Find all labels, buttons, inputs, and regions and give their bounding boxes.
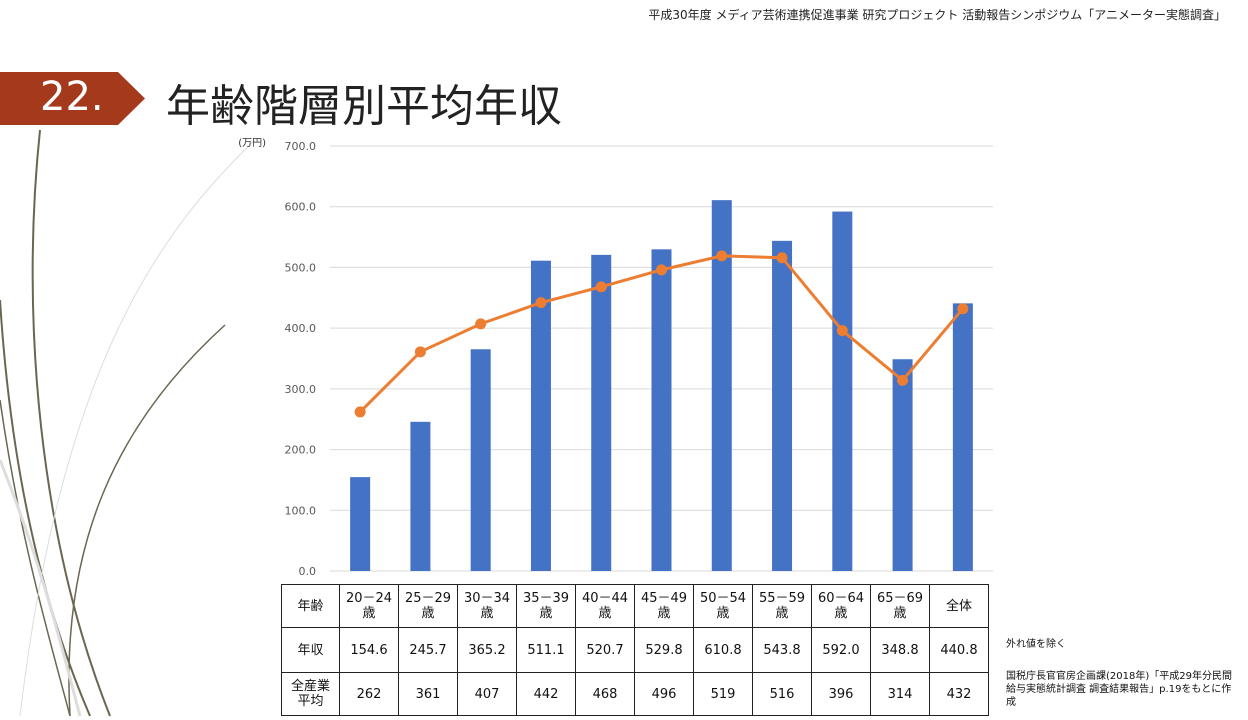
age-label: 65－69: [876, 591, 924, 606]
bar: [832, 211, 853, 572]
industry_avg-cell: 496: [634, 672, 694, 716]
age-header: 55－59 歳: [752, 584, 812, 628]
age-header: 20－24 歳: [339, 584, 399, 628]
age-label: 20－24: [345, 591, 393, 606]
age-header: 40－44 歳: [575, 584, 635, 628]
income-cell: 610.8: [693, 627, 753, 673]
income-cell: 154.6: [339, 627, 399, 673]
line-point: [656, 264, 667, 276]
bar: [772, 240, 793, 572]
line-point: [354, 406, 366, 418]
bar: [470, 349, 491, 571]
decorative-lines: [0, 129, 256, 717]
age-label: 歳: [716, 606, 730, 621]
age-header: 30－34 歳: [457, 584, 517, 628]
age-label: 歳: [480, 606, 494, 621]
line-point: [414, 346, 426, 358]
income-cell: 520.7: [575, 627, 635, 673]
row-header-age: 年齢: [281, 584, 340, 628]
age-label: 歳: [893, 606, 907, 621]
line-point: [836, 325, 848, 337]
age-header: 25－29 歳: [398, 584, 458, 628]
bar: [410, 421, 431, 571]
income-cell: 440.8: [929, 627, 989, 673]
age-label: 35－39: [522, 591, 570, 606]
age-label: 歳: [834, 606, 848, 621]
line-point: [776, 252, 788, 264]
bar: [530, 260, 551, 571]
age-label: 全体: [945, 598, 972, 614]
industry_avg-cell: 516: [752, 672, 812, 716]
y-tick-label: 200.0: [285, 444, 317, 457]
y-axis-unit: (万円): [238, 138, 266, 149]
income-cell: 365.2: [457, 627, 517, 673]
bar: [651, 249, 672, 572]
income-cell: 543.8: [752, 627, 812, 673]
age-label: 45－49: [640, 591, 688, 606]
industry_avg-cell: 442: [516, 672, 576, 716]
line-point: [535, 297, 547, 309]
y-tick-label: 700.0: [285, 140, 317, 153]
age-header: 50－54 歳: [693, 584, 753, 628]
age-header: 全体: [929, 584, 989, 628]
source-note: 国税庁長官官房企画課(2018年)「平成29年分民間給与実態統計調査 調査結果報…: [1006, 671, 1232, 708]
age-label: 歳: [598, 606, 612, 621]
y-tick-label: 400.0: [285, 322, 317, 335]
data-table: 年齢 20－24 歳 25－29 歳 30－34 歳 35－39 歳 40－44 歳 45－49 歳 50…: [281, 584, 989, 716]
row-header-income: 年収: [281, 627, 340, 673]
bar: [711, 200, 732, 571]
income-cell: 529.8: [634, 627, 694, 673]
industry_avg-cell: 361: [398, 672, 458, 716]
line-point: [897, 374, 909, 386]
income-cell: 348.8: [870, 627, 930, 673]
industry_avg-cell: 432: [929, 672, 989, 716]
age-label: 40－44: [581, 591, 629, 606]
age-label: 55－59: [758, 591, 806, 606]
bar: [591, 254, 612, 571]
line-point: [595, 281, 607, 293]
age-label: 歳: [775, 606, 789, 621]
y-tick-label: 500.0: [285, 261, 317, 274]
y-tick-label: 300.0: [285, 383, 317, 396]
line-point: [957, 303, 969, 315]
age-header: 35－39 歳: [516, 584, 576, 628]
bar: [952, 303, 973, 571]
industry_avg-cell: 407: [457, 672, 517, 716]
row-header-industry-avg: 全産業 平均: [281, 672, 340, 716]
bar: [350, 477, 371, 571]
outlier-note: 外れ値を除く: [1006, 639, 1066, 650]
age-label: 25－29: [404, 591, 452, 606]
y-tick-label: 600.0: [285, 201, 317, 214]
line-point: [475, 318, 487, 330]
age-label: 60－64: [817, 591, 865, 606]
bar: [892, 359, 913, 571]
line-point: [716, 250, 728, 262]
income-cell: 592.0: [811, 627, 871, 673]
age-header: 65－69 歳: [870, 584, 930, 628]
age-label: 30－34: [463, 591, 511, 606]
industry_avg-cell: 396: [811, 672, 871, 716]
age-label: 歳: [362, 606, 376, 621]
age-label: 歳: [421, 606, 435, 621]
industry_avg-cell: 314: [870, 672, 930, 716]
slide-number-badge: [0, 72, 145, 125]
industry_avg-cell: 468: [575, 672, 635, 716]
age-header: 45－49 歳: [634, 584, 694, 628]
income-cell: 511.1: [516, 627, 576, 673]
age-label: 歳: [539, 606, 553, 621]
y-tick-label: 0.0: [299, 565, 317, 578]
age-label: 50－54: [699, 591, 747, 606]
industry_avg-cell: 262: [339, 672, 399, 716]
y-tick-label: 100.0: [285, 504, 317, 517]
header-text: 平成30年度 メディア芸術連携促進事業 研究プロジェクト 活動報告シンポジウム「…: [648, 8, 1226, 22]
slide-number: 22.: [40, 74, 104, 120]
income-cell: 245.7: [398, 627, 458, 673]
industry_avg-cell: 519: [693, 672, 753, 716]
age-label: 歳: [657, 606, 671, 621]
page-title: 年齢階層別平均年収: [166, 81, 562, 132]
age-header: 60－64 歳: [811, 584, 871, 628]
